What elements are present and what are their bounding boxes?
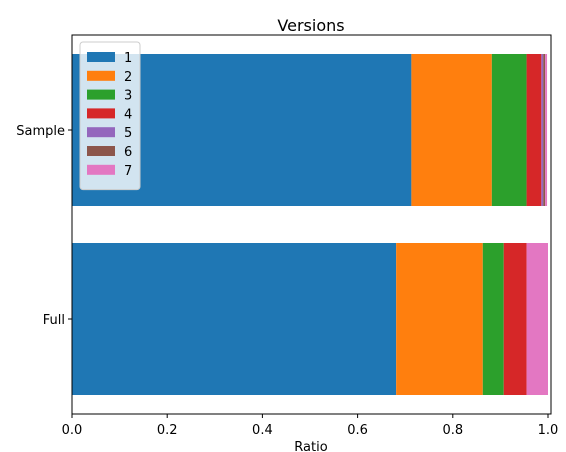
bar-sample-series-7 [545,54,548,206]
bar-sample-series-4 [526,54,542,206]
legend-swatch-1 [87,52,115,62]
chart-title: Versions [277,16,344,35]
bar-full-series-3 [482,243,504,395]
x-tick-label: 0.8 [442,423,463,438]
legend-swatch-5 [87,127,115,138]
x-tick-label: 1.0 [538,423,559,438]
bar-sample-series-2 [411,54,492,206]
x-tick-label: 0.2 [157,423,178,438]
legend-swatch-6 [87,146,115,156]
legend-label-4: 4 [124,107,132,122]
legend-label-7: 7 [124,164,132,179]
legend-swatch-3 [87,89,115,100]
x-axis: 0.0 0.2 0.4 0.6 0.8 1.0 [62,414,559,438]
x-tick-label: 0.0 [62,423,83,438]
x-tick-label: 0.6 [347,423,368,438]
bar-full-series-1 [72,243,397,395]
legend-label-5: 5 [124,126,132,141]
legend-label-3: 3 [124,89,132,104]
bar-sample-series-3 [491,54,527,206]
legend-swatch-4 [87,108,115,119]
y-tick-label-sample: Sample [16,124,65,139]
bars [72,54,548,395]
bar-full-series-4 [503,243,527,395]
legend-label-6: 6 [124,145,132,160]
x-axis-label: Ratio [294,440,327,452]
legend-label-2: 2 [124,70,132,85]
y-axis: Sample Full [16,124,72,328]
bar-sample-series-5 [541,54,544,206]
plot-frame [71,34,552,415]
x-tick-label: 0.4 [252,423,273,438]
bar-full-series-2 [396,243,483,395]
legend: 1 2 3 4 5 6 7 [79,41,141,191]
legend-swatch-7 [87,164,115,175]
y-tick-label-full: Full [43,313,65,328]
bar-sample-series-6 [543,54,546,206]
legend-label-1: 1 [124,51,132,66]
bar-full-series-7 [526,243,548,395]
legend-swatch-2 [87,70,115,81]
